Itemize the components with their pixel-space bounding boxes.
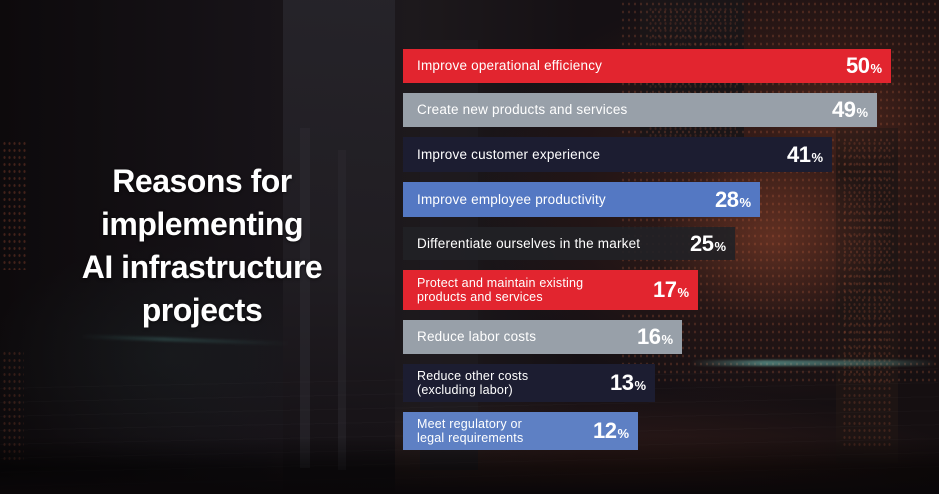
- bar-row-protect-existing-products: Protect and maintain existing products a…: [403, 270, 698, 310]
- bar-value: 49%: [831, 97, 868, 122]
- bar-row-reduce-labor-costs: Reduce labor costs 16%: [403, 320, 682, 354]
- percent-sign: %: [856, 105, 868, 120]
- percent-sign: %: [634, 378, 646, 393]
- bar-label: Protect and maintain existing products a…: [417, 275, 584, 304]
- bar-label: Improve employee productivity: [417, 191, 606, 207]
- bar-row-differentiate-in-market: Differentiate ourselves in the market 25…: [403, 227, 735, 260]
- chart-title: Reasons for implementing AI infrastructu…: [81, 163, 323, 328]
- bar-label: Reduce other costs (excluding labor): [417, 368, 529, 397]
- percent-sign: %: [811, 149, 823, 165]
- bar-row-improve-customer-experience: Improve customer experience 41%: [403, 137, 832, 172]
- red-dot-cluster: [2, 140, 28, 270]
- percent-sign: %: [714, 238, 726, 254]
- percent-sign: %: [870, 61, 882, 76]
- bar-label: Improve customer experience: [417, 146, 601, 162]
- bar-value: 28%: [714, 186, 751, 212]
- bar-value: 13%: [609, 370, 646, 395]
- percent-sign: %: [739, 194, 751, 210]
- bar-value: 12%: [592, 418, 629, 443]
- bar-label: Meet regulatory or legal requirements: [417, 416, 524, 445]
- bar-value: 50%: [845, 53, 882, 78]
- bar-chart: Improve operational efficiency 50% Creat…: [403, 49, 891, 460]
- bar-row-improve-operational-efficiency: Improve operational efficiency 50%: [403, 49, 891, 83]
- bar-value: 16%: [636, 324, 673, 349]
- red-dot-cluster: [2, 350, 24, 460]
- bar-row-improve-employee-productivity: Improve employee productivity 28%: [403, 182, 760, 217]
- percent-sign: %: [677, 285, 689, 300]
- bar-row-meet-regulatory-requirements: Meet regulatory or legal requirements 12…: [403, 412, 638, 450]
- bar-label: Reduce labor costs: [417, 329, 537, 345]
- bar-label: Create new products and services: [417, 102, 628, 118]
- bar-row-reduce-other-costs: Reduce other costs (excluding labor) 13%: [403, 364, 655, 402]
- bar-label: Differentiate ourselves in the market: [417, 235, 641, 251]
- bar-value: 25%: [689, 230, 726, 256]
- percent-sign: %: [617, 426, 629, 441]
- bar-value: 17%: [652, 277, 689, 302]
- teal-light-streak: [79, 334, 291, 346]
- bar-row-create-new-products: Create new products and services 49%: [403, 93, 877, 127]
- bar-value: 41%: [786, 141, 823, 167]
- percent-sign: %: [661, 332, 673, 347]
- bar-label: Improve operational efficiency: [417, 58, 603, 74]
